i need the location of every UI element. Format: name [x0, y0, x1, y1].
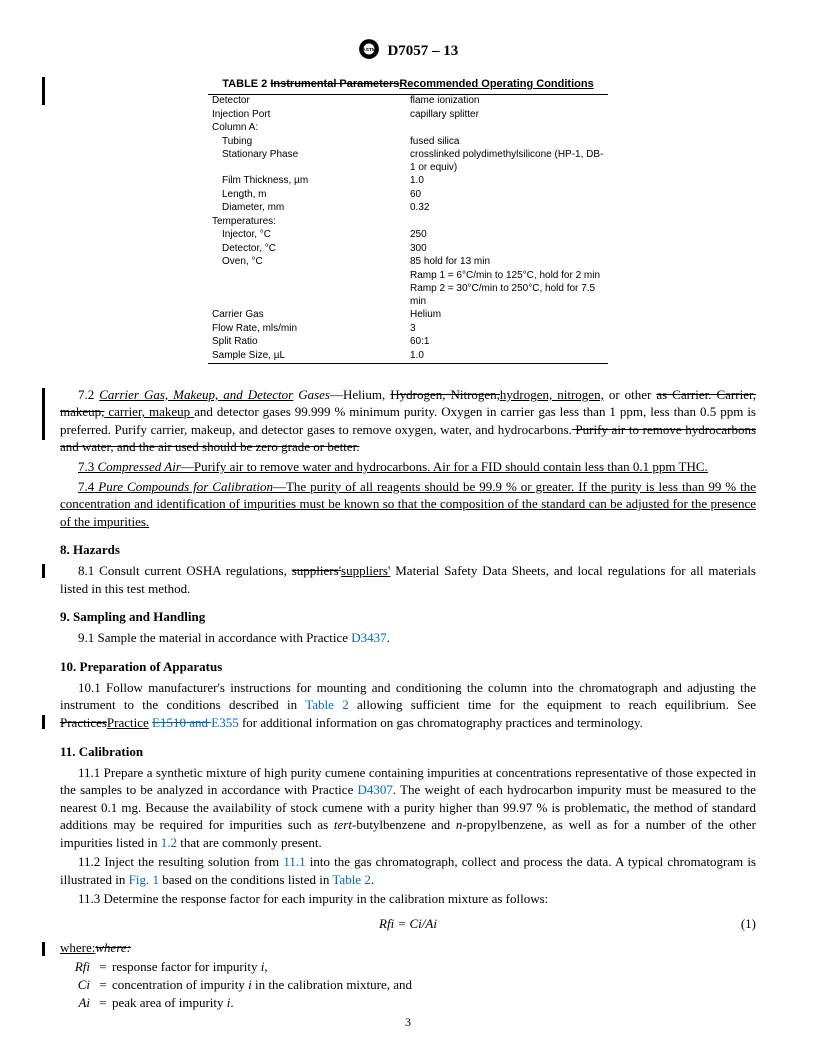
section-11-head: 11. Calibration — [60, 744, 756, 760]
doc-number: D7057 – 13 — [387, 43, 458, 59]
para-8-1: 8.1 Consult current OSHA regulations, su… — [60, 562, 756, 597]
section-10-head: 10. Preparation of Apparatus — [60, 659, 756, 675]
revision-bar — [42, 388, 45, 440]
page-number: 3 — [0, 1015, 816, 1030]
where-list: Rfi=response factor for impurity i, Ci=c… — [60, 958, 756, 1013]
table-title: TABLE 2 Instrumental ParametersRecommend… — [198, 77, 618, 92]
link-e355[interactable]: E355 — [211, 715, 238, 730]
operating-conditions-table: Detectorflame ionizationInjection Portca… — [208, 94, 608, 364]
link-fig1[interactable]: Fig. 1 — [129, 872, 159, 887]
para-7-3: 7.3 Compressed Air—Purify air to remove … — [60, 458, 756, 476]
para-11-2: 11.2 Inject the resulting solution from … — [60, 853, 756, 888]
revision-bar — [42, 564, 45, 578]
para-11-1: 11.1 Prepare a synthetic mixture of high… — [60, 764, 756, 852]
svg-text:ASTM: ASTM — [362, 47, 376, 53]
link-table2[interactable]: Table 2 — [305, 697, 348, 712]
link-d3437[interactable]: D3437 — [351, 630, 386, 645]
para-7-2: 7.2 Carrier Gas, Makeup, and Detector Ga… — [60, 386, 756, 456]
section-9-head: 9. Sampling and Handling — [60, 609, 756, 625]
revision-bar — [42, 715, 45, 729]
section-8-head: 8. Hazards — [60, 542, 756, 558]
link-table2b[interactable]: Table 2 — [332, 872, 370, 887]
link-d4307[interactable]: D4307 — [358, 782, 393, 797]
revision-bar — [42, 942, 45, 956]
link-11-1[interactable]: 11.1 — [283, 854, 305, 869]
link-1-2[interactable]: 1.2 — [161, 835, 177, 850]
revision-bar — [42, 77, 45, 105]
equation-1: Rfi = Ci/Ai(1) — [60, 916, 756, 932]
para-10-1: 10.1 Follow manufacturer's instructions … — [60, 679, 756, 732]
page-header: ASTM D7057 – 13 — [60, 38, 756, 65]
para-9-1: 9.1 Sample the material in accordance wi… — [60, 629, 756, 647]
astm-logo: ASTM — [358, 38, 380, 65]
para-11-3: 11.3 Determine the response factor for e… — [60, 890, 756, 908]
where-label: where:where: — [60, 940, 756, 956]
para-7-4: 7.4 Pure Compounds for Calibration—The p… — [60, 478, 756, 531]
